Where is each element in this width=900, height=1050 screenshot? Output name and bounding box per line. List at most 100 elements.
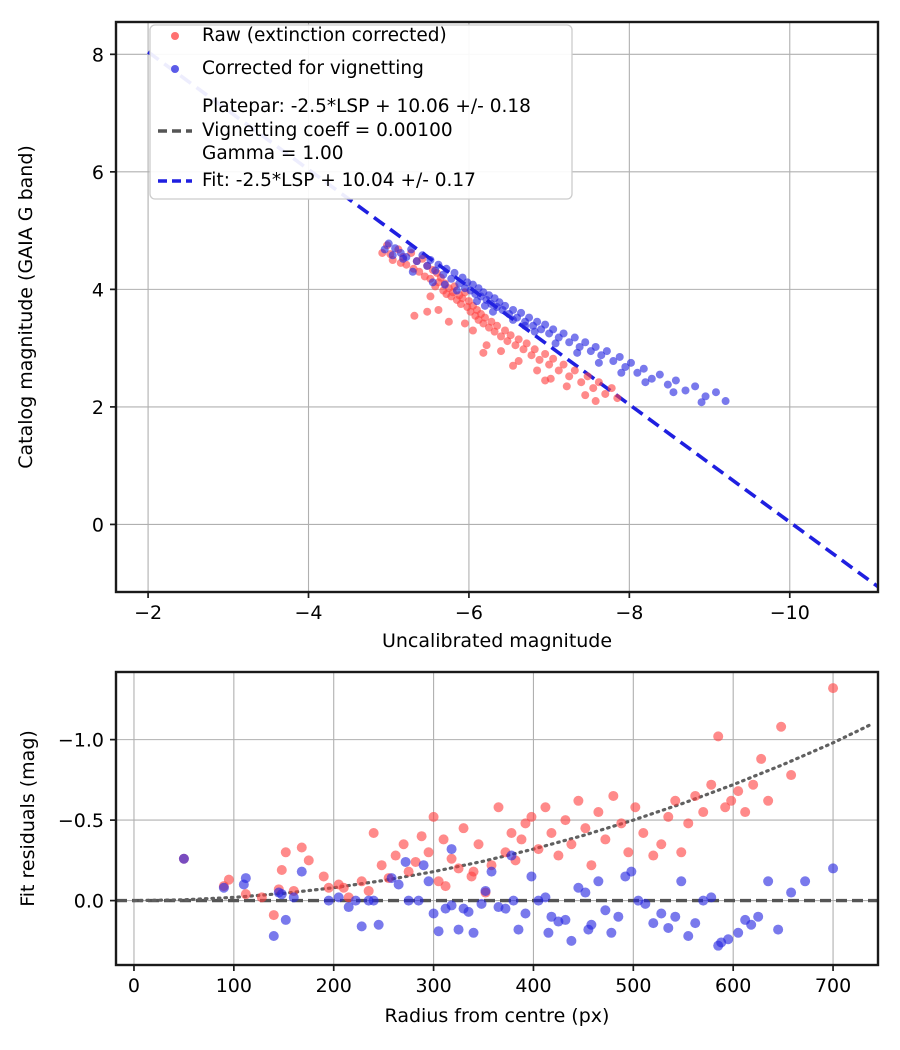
- data-point: [468, 326, 477, 335]
- data-point: [446, 900, 457, 911]
- data-point: [393, 879, 404, 890]
- data-point: [343, 902, 354, 913]
- data-point: [581, 391, 590, 400]
- data-point: [720, 802, 731, 813]
- legend-label: Fit: -2.5*LSP + 10.04 +/- 0.17: [202, 170, 476, 191]
- tick-label-x: −4: [294, 602, 322, 624]
- ticks: 0 100 200 300 400 500 600 700 0.0 −0.5 −1.0: [58, 730, 851, 997]
- data-point: [501, 326, 510, 335]
- data-point: [613, 394, 622, 403]
- data-point: [398, 839, 409, 850]
- data-point: [706, 892, 717, 903]
- data-point: [415, 267, 424, 276]
- tick-label-x: −2: [134, 602, 162, 624]
- data-point: [549, 354, 558, 363]
- data-point: [683, 931, 694, 942]
- data-point: [656, 839, 667, 850]
- data-point: [476, 898, 487, 909]
- data-point: [621, 362, 630, 371]
- ticks: −2 −4 −6 −8 −10 0 2 4 6 8: [92, 44, 810, 624]
- axes-background: [116, 672, 878, 965]
- data-point: [740, 807, 751, 818]
- data-point: [453, 924, 464, 935]
- data-point: [545, 360, 554, 369]
- data-point: [373, 919, 384, 930]
- data-point: [606, 927, 617, 938]
- data-point: [800, 876, 811, 887]
- data-point: [763, 795, 774, 806]
- data-point: [663, 811, 674, 822]
- data-point: [368, 895, 379, 906]
- data-point: [726, 795, 737, 806]
- data-point: [178, 853, 189, 864]
- data-point: [597, 351, 606, 360]
- data-point: [656, 908, 667, 919]
- data-point: [434, 305, 443, 314]
- data-point: [410, 856, 421, 867]
- data-point: [516, 834, 527, 845]
- data-point: [670, 795, 681, 806]
- data-point: [630, 802, 641, 813]
- data-point: [519, 345, 528, 354]
- data-point: [460, 319, 469, 328]
- data-point: [581, 338, 590, 347]
- data-point: [463, 906, 474, 917]
- legend-item: Fit: -2.5*LSP + 10.04 +/- 0.17: [158, 170, 476, 191]
- data-point: [535, 355, 544, 364]
- data-point: [501, 301, 510, 310]
- data-point: [697, 398, 706, 407]
- data-point: [591, 397, 600, 406]
- legend-box: [149, 24, 573, 200]
- data-point: [390, 850, 401, 861]
- data-point: [713, 731, 724, 742]
- data-point: [509, 305, 518, 314]
- data-point: [633, 368, 642, 377]
- data-point: [609, 357, 618, 366]
- data-point: [455, 279, 464, 288]
- tick-label-x: −8: [615, 602, 643, 624]
- data-point: [423, 261, 432, 270]
- data-point: [676, 876, 687, 887]
- data-point: [602, 347, 611, 356]
- data-point: [533, 366, 542, 375]
- data-point: [648, 918, 659, 929]
- data-point: [560, 914, 571, 925]
- data-point: [399, 254, 408, 263]
- data-point: [591, 342, 600, 351]
- data-point: [623, 847, 634, 858]
- tick-label-x: 0: [128, 975, 140, 997]
- tick-label-y: 6: [92, 162, 104, 184]
- data-point: [434, 260, 443, 269]
- data-point: [458, 823, 469, 834]
- data-point: [773, 924, 784, 935]
- data-point: [681, 386, 690, 395]
- data-point: [566, 935, 577, 946]
- series-corrected-for-vignetting: [178, 844, 839, 951]
- data-point: [648, 850, 659, 861]
- tick-label-y: 0.0: [74, 891, 104, 913]
- data-point: [527, 351, 536, 360]
- legend-label: Platepar: -2.5*LSP + 10.06 +/- 0.18: [202, 96, 531, 117]
- data-point: [391, 244, 400, 253]
- data-point: [497, 347, 506, 356]
- data-point: [433, 876, 444, 887]
- data-point: [408, 267, 417, 276]
- tick-label-y: 4: [92, 279, 104, 301]
- data-point: [514, 335, 523, 344]
- tick-label-x: 200: [316, 975, 352, 997]
- data-point: [756, 753, 767, 764]
- data-point: [323, 895, 334, 906]
- data-point: [407, 245, 416, 254]
- data-point: [671, 376, 680, 385]
- data-point: [562, 382, 571, 391]
- data-point: [573, 795, 584, 806]
- data-point: [423, 876, 434, 887]
- data-point: [639, 364, 648, 373]
- data-point: [746, 919, 757, 930]
- x-axis-label: Uncalibrated magnitude: [382, 630, 612, 652]
- data-point: [256, 892, 267, 903]
- data-point: [480, 313, 489, 322]
- data-point: [350, 895, 361, 906]
- data-point: [433, 926, 444, 937]
